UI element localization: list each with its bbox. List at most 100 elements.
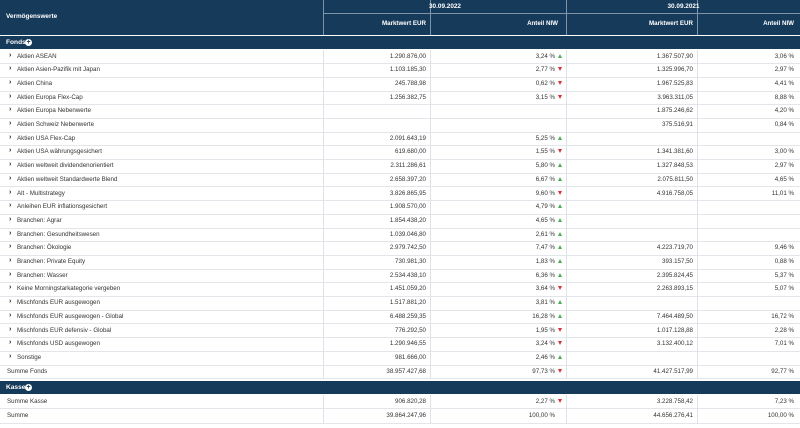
table-row[interactable]: › Mischfonds USD ausgewogen 1.290.946,55 3,… bbox=[0, 337, 800, 352]
share-2022: 3,24 % bbox=[535, 52, 555, 60]
chevron-right-icon[interactable]: › bbox=[9, 51, 12, 59]
chevron-right-icon[interactable]: › bbox=[9, 352, 12, 360]
table-row[interactable]: › Aktien USA Flex-Cap 2.091.643,19 5,25 % bbox=[0, 131, 800, 147]
market-value-2021: 2.395.824,45 bbox=[656, 271, 693, 279]
trend-down-icon bbox=[558, 327, 562, 332]
share-2021: 8,88 % bbox=[774, 93, 794, 101]
chevron-right-icon[interactable]: › bbox=[9, 147, 12, 155]
share-2021: 5,07 % bbox=[774, 285, 794, 293]
market-value-2022: 1.256.382,75 bbox=[389, 93, 426, 101]
chevron-right-icon[interactable]: › bbox=[9, 311, 12, 319]
share-2022: 1,95 % bbox=[535, 326, 555, 334]
share-2022: 4,79 % bbox=[535, 203, 555, 211]
chevron-right-icon[interactable]: › bbox=[9, 257, 12, 264]
table-row[interactable]: › Anleihen EUR inflationsgesichert 1.908.5… bbox=[0, 200, 800, 215]
expand-plus-icon[interactable]: + bbox=[25, 39, 32, 46]
share-2021: 9,46 % bbox=[774, 244, 794, 252]
chevron-right-icon[interactable]: › bbox=[9, 161, 12, 169]
trend-down-icon bbox=[558, 341, 562, 346]
chevron-right-icon[interactable]: › bbox=[9, 106, 12, 114]
table-row[interactable]: › Aktien weltweit dividendenorientiert 2.3… bbox=[0, 159, 800, 174]
table-row[interactable]: › Branchen: Gesundheitswesen 1.039.046,80 2… bbox=[0, 227, 800, 243]
share-2022: 6,36 % bbox=[535, 271, 555, 279]
share-2022: 5,25 % bbox=[535, 134, 555, 142]
share-2021: 2,97 % bbox=[774, 66, 794, 74]
market-value-2022: 2.091.643,19 bbox=[389, 134, 426, 142]
share-2022: 3,64 % bbox=[535, 285, 555, 293]
chevron-right-icon[interactable]: › bbox=[9, 229, 12, 237]
row-name: Mischfonds EUR ausgewogen - Global bbox=[17, 312, 124, 320]
market-value-2022: 1.451.059,20 bbox=[389, 285, 426, 293]
table-row[interactable]: › Aktien Asien-Pazifik mit Japan 1.103.185… bbox=[0, 63, 800, 78]
chevron-right-icon[interactable]: › bbox=[9, 120, 12, 127]
chevron-right-icon[interactable]: › bbox=[9, 215, 12, 223]
row-name: Mischfonds EUR ausgewogen bbox=[17, 299, 100, 307]
row-name: Aktien ASEAN bbox=[17, 52, 57, 60]
table-row[interactable]: › Aktien Europa Flex-Cap 1.256.382,75 3,15 … bbox=[0, 90, 800, 106]
chevron-right-icon[interactable]: › bbox=[9, 188, 12, 196]
row-name: Aktien weltweit dividendenorientiert bbox=[17, 162, 114, 170]
section-kasse-label: Kasse bbox=[6, 384, 26, 391]
table-row[interactable]: › Mischfonds EUR ausgewogen - Global 6.488… bbox=[0, 309, 800, 325]
chevron-right-icon[interactable]: › bbox=[9, 92, 12, 100]
trend-up-icon bbox=[558, 245, 562, 250]
row-name: Branchen: Private Equity bbox=[17, 258, 86, 265]
market-value-2022: 2.979.742,50 bbox=[389, 244, 426, 252]
section-fonds[interactable]: Fonds + bbox=[0, 36, 800, 49]
share-2022: 6,67 % bbox=[535, 175, 555, 183]
chevron-right-icon[interactable]: › bbox=[9, 174, 12, 182]
chevron-right-icon[interactable]: › bbox=[9, 65, 12, 73]
table-row[interactable]: › Alt - Multistrategy 3.826.865,95 9,60 % 4.… bbox=[0, 186, 800, 202]
table-row[interactable]: › Branchen: Agrar 1.854.438,20 4,65 % bbox=[0, 213, 800, 229]
table-row[interactable]: › Mischfonds EUR defensiv - Global 776.292… bbox=[0, 323, 800, 339]
market-value-2022: 38.957.427,68 bbox=[386, 367, 426, 375]
share-2021: 2,97 % bbox=[774, 162, 794, 170]
market-value-2021: 1.017.128,88 bbox=[656, 326, 693, 334]
row-name: Branchen: Wasser bbox=[17, 271, 68, 279]
chevron-right-icon[interactable]: › bbox=[9, 78, 12, 86]
table-row[interactable]: › Branchen: Private Equity 730.981,30 1,83 … bbox=[0, 255, 800, 270]
share-2021: 2,28 % bbox=[774, 326, 794, 334]
market-value-2022: 1.854.438,20 bbox=[389, 216, 426, 224]
chevron-right-icon[interactable]: › bbox=[9, 133, 12, 141]
table-row[interactable]: › Branchen: Ökologie 2.979.742,50 7,47 % 4.2… bbox=[0, 241, 800, 256]
table-row[interactable]: › Aktien USA währungsgesichert 619.680,00 1… bbox=[0, 145, 800, 161]
chevron-right-icon[interactable]: › bbox=[9, 202, 12, 210]
table-row[interactable]: › Aktien ASEAN 1.290.876,00 3,24 % 1.367.507… bbox=[0, 49, 800, 65]
share-2021: 7,01 % bbox=[774, 340, 794, 348]
chevron-right-icon[interactable]: › bbox=[9, 270, 12, 278]
table-row[interactable]: › Aktien weltweit Standardwerte Blend 2.65… bbox=[0, 172, 800, 188]
market-value-2022: 2.311.286,61 bbox=[390, 162, 426, 170]
table-row[interactable]: › Sonstige 981.666,00 2,46 % bbox=[0, 350, 800, 366]
expand-plus-icon[interactable]: + bbox=[25, 384, 32, 391]
row-name: Branchen: Gesundheitswesen bbox=[17, 230, 100, 238]
table-row[interactable]: › Mischfonds EUR ausgewogen 1.517.881,20 3,… bbox=[0, 296, 800, 311]
share-2022: 3,24 % bbox=[535, 340, 555, 348]
trend-down-icon bbox=[558, 368, 562, 373]
table-row[interactable]: › Keine Morningstarkategorie vergeben 1.45… bbox=[0, 282, 800, 298]
col-label-vermoegenswerte: Vermögenswerte bbox=[6, 13, 58, 20]
table-row[interactable]: › Aktien China 245.788,98 0,62 % 1.967.525,8… bbox=[0, 76, 800, 92]
chevron-right-icon[interactable]: › bbox=[9, 298, 12, 306]
market-value-2022: 2.534.438,10 bbox=[389, 271, 426, 279]
date-2022: 30.09.2022 bbox=[429, 3, 461, 10]
market-value-2021: 1.325.996,70 bbox=[656, 66, 693, 74]
market-value-2021: 4.916.758,05 bbox=[656, 189, 693, 197]
chevron-right-icon[interactable]: › bbox=[9, 243, 12, 251]
market-value-2021: 393.157,50 bbox=[662, 258, 693, 265]
chevron-right-icon[interactable]: › bbox=[9, 284, 12, 292]
share-2022: 16,28 % bbox=[532, 312, 555, 320]
table-row[interactable]: › Aktien Europa Nebenwerte 1.875.246,62 4,2… bbox=[0, 104, 800, 119]
table-row[interactable]: › Aktien Schweiz Nebenwerte 375.516,91 0,84… bbox=[0, 118, 800, 133]
market-value-2021: 1.367.507,90 bbox=[656, 52, 693, 60]
chevron-right-icon[interactable]: › bbox=[9, 339, 12, 347]
chevron-right-icon[interactable]: › bbox=[9, 325, 12, 333]
share-2021: 11,01 % bbox=[771, 189, 794, 197]
row-name: Mischfonds USD ausgewogen bbox=[17, 340, 100, 348]
market-value-2022: 39.864.247,96 bbox=[386, 412, 426, 419]
row-name: Aktien Schweiz Nebenwerte bbox=[17, 121, 95, 128]
share-2021: 16,72 % bbox=[771, 312, 794, 320]
table-row[interactable]: › Branchen: Wasser 2.534.438,10 6,36 % 2.395… bbox=[0, 268, 800, 284]
section-kasse[interactable]: Kasse + bbox=[0, 381, 800, 394]
share-2021: 92,77 % bbox=[771, 367, 794, 375]
